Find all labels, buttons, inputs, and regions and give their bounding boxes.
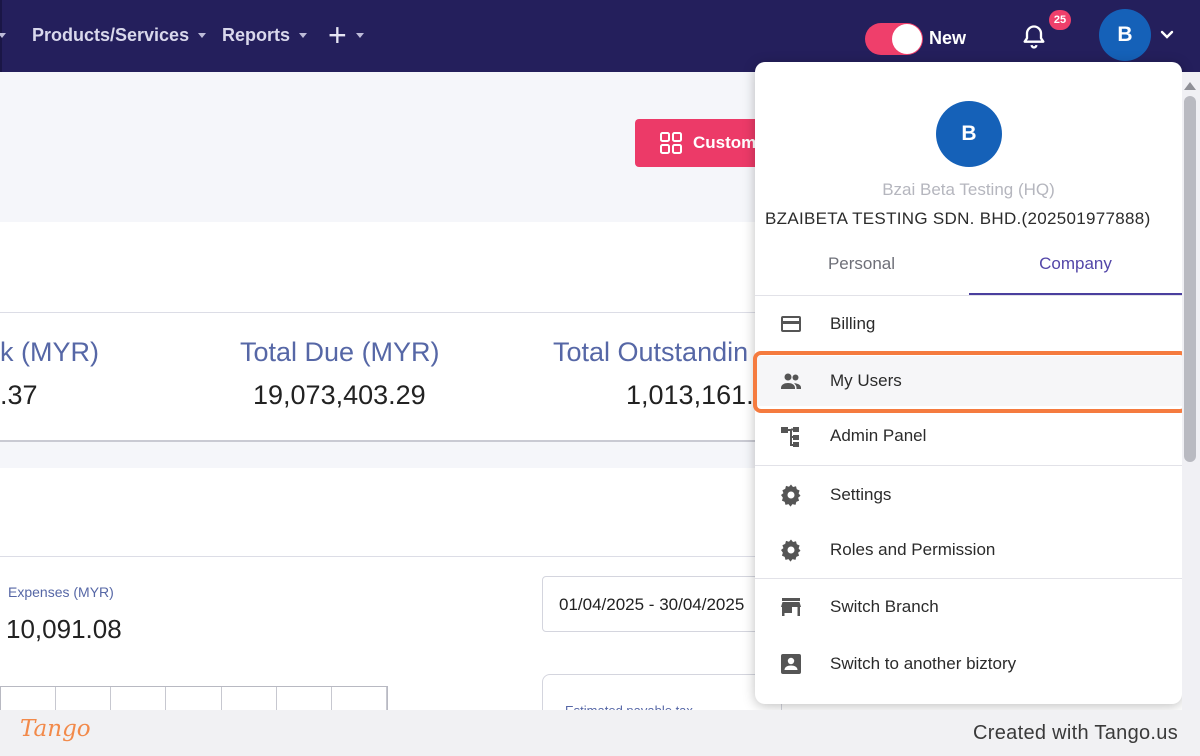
users-icon	[781, 373, 801, 389]
date-range-input[interactable]: 01/04/2025 - 30/04/2025	[542, 576, 772, 632]
profile-dropdown: B Bzai Beta Testing (HQ) BZAIBETA TESTIN…	[755, 62, 1182, 704]
menu-divider	[755, 465, 1182, 466]
nav-menu-reports[interactable]: Reports	[222, 22, 308, 48]
user-avatar-button[interactable]: B	[1099, 9, 1151, 61]
company-name: BZAIBETA TESTING SDN. BHD.(202501977888)	[765, 209, 1151, 228]
stat-value: 19,073,403.29	[253, 380, 426, 410]
gear-icon	[781, 484, 801, 507]
stat-label: Total Due (MYR)	[240, 337, 440, 367]
chevron-down-icon[interactable]	[0, 33, 6, 38]
summary-card	[0, 312, 760, 442]
menu-item-admin-panel[interactable]: Admin Panel	[755, 411, 1182, 461]
menu-item-roles-permission[interactable]: Roles and Permission	[755, 525, 1182, 575]
menu-item-label: Admin Panel	[830, 426, 927, 445]
menu-divider	[755, 578, 1182, 579]
grid-icon	[660, 132, 682, 154]
stat-value: .37	[0, 380, 38, 410]
gear-icon	[781, 539, 801, 562]
avatar: B	[936, 101, 1002, 167]
menu-item-label: Billing	[830, 314, 876, 333]
menu-item-settings[interactable]: Settings	[755, 470, 1182, 520]
user-name: Bzai Beta Testing (HQ)	[882, 180, 1055, 199]
plus-icon: +	[328, 17, 347, 53]
tango-logo: Tango	[20, 716, 91, 742]
expenses-value: 10,091.08	[6, 614, 122, 644]
scroll-up-arrow-icon[interactable]	[1184, 82, 1196, 90]
customize-button-label: Custom	[693, 133, 757, 152]
tab-divider	[755, 295, 1182, 296]
store-icon	[781, 598, 801, 616]
footer-credit: Created with Tango.us	[973, 722, 1178, 744]
account-box-icon	[781, 654, 801, 674]
menu-item-my-users[interactable]: My Users	[755, 356, 1182, 406]
active-tab-indicator	[969, 293, 1182, 295]
nav-menu-label: Reports	[222, 24, 291, 45]
nav-menu-label: Products/Services	[32, 24, 190, 45]
menu-item-switch-biztory[interactable]: Switch to another biztory	[755, 639, 1182, 689]
scrollbar-thumb[interactable]	[1184, 96, 1196, 462]
menu-item-label: Switch to another biztory	[830, 654, 1017, 673]
expenses-label: Expenses (MYR)	[8, 584, 114, 600]
chevron-down-icon	[198, 32, 207, 38]
divider	[0, 556, 760, 557]
highlight-box	[753, 351, 1188, 413]
stat-value: 1,013,161.	[626, 380, 754, 410]
nav-menu-products-services[interactable]: Products/Services	[32, 22, 207, 48]
menu-item-label: Settings	[830, 485, 892, 504]
hierarchy-icon	[781, 427, 799, 447]
menu-item-label: Switch Branch	[830, 597, 939, 616]
menu-item-label: My Users	[830, 371, 902, 390]
tab-personal[interactable]: Personal	[827, 254, 896, 273]
footer-bar	[0, 710, 1200, 756]
tab-company[interactable]: Company	[1039, 254, 1112, 273]
nav-menu-create[interactable]: +	[328, 17, 364, 53]
chevron-down-icon[interactable]	[1160, 30, 1174, 40]
menu-item-switch-branch[interactable]: Switch Branch	[755, 582, 1182, 632]
stat-label: Total Outstandin	[553, 337, 749, 367]
top-navigation-bar: Products/Services Reports + New 25 B	[0, 0, 1200, 72]
chevron-down-icon	[355, 32, 364, 38]
bell-icon[interactable]	[1020, 22, 1048, 52]
credit-card-icon	[781, 316, 801, 332]
menu-item-billing[interactable]: Billing	[755, 299, 1182, 349]
chart-grid	[0, 686, 388, 716]
notification-count-badge: 25	[1049, 10, 1071, 30]
toggle-knob	[892, 24, 922, 54]
menu-item-label: Roles and Permission	[830, 540, 996, 559]
new-ui-toggle-label: New	[929, 28, 967, 48]
new-ui-toggle[interactable]	[865, 23, 923, 55]
chevron-down-icon	[299, 32, 308, 38]
stat-label: k (MYR)	[0, 337, 99, 367]
